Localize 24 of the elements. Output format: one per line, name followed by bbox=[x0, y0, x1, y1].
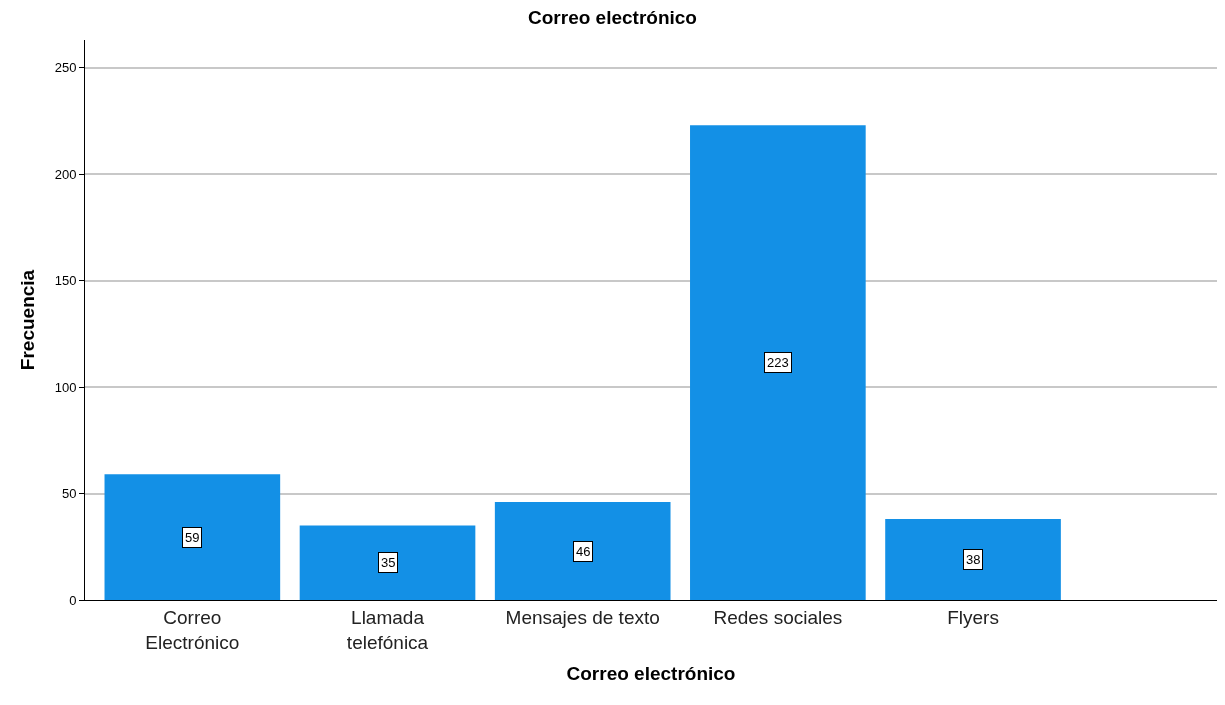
y-tick-label: 100 bbox=[54, 379, 77, 395]
chart-title: Correo electrónico bbox=[528, 6, 697, 28]
x-tick-label: Llamada telefónica bbox=[346, 606, 429, 653]
y-tick-label: 250 bbox=[54, 60, 77, 76]
data-label: 223 bbox=[767, 355, 789, 370]
y-tick-label: 0 bbox=[69, 592, 77, 608]
x-tick-label: Correo Electrónico bbox=[145, 606, 240, 653]
x-tick-label: Mensajes de texto bbox=[505, 606, 660, 628]
bar bbox=[104, 474, 281, 600]
x-axis-title: Correo electrónico bbox=[566, 663, 736, 685]
y-tick-label: 150 bbox=[54, 273, 77, 289]
data-label: 35 bbox=[381, 555, 396, 570]
bar bbox=[885, 519, 1061, 600]
data-label: 46 bbox=[576, 544, 591, 559]
y-tick-label: 50 bbox=[61, 486, 77, 502]
bar bbox=[494, 502, 671, 600]
bar bbox=[690, 125, 866, 600]
y-tick-label: 200 bbox=[54, 166, 77, 182]
data-label: 38 bbox=[966, 552, 981, 567]
x-tick-label: Redes sociales bbox=[713, 606, 843, 628]
x-tick-label: Flyers bbox=[947, 606, 999, 628]
y-axis-title: Frecuencia bbox=[16, 269, 38, 371]
data-label: 59 bbox=[185, 530, 200, 545]
bar bbox=[299, 525, 476, 600]
